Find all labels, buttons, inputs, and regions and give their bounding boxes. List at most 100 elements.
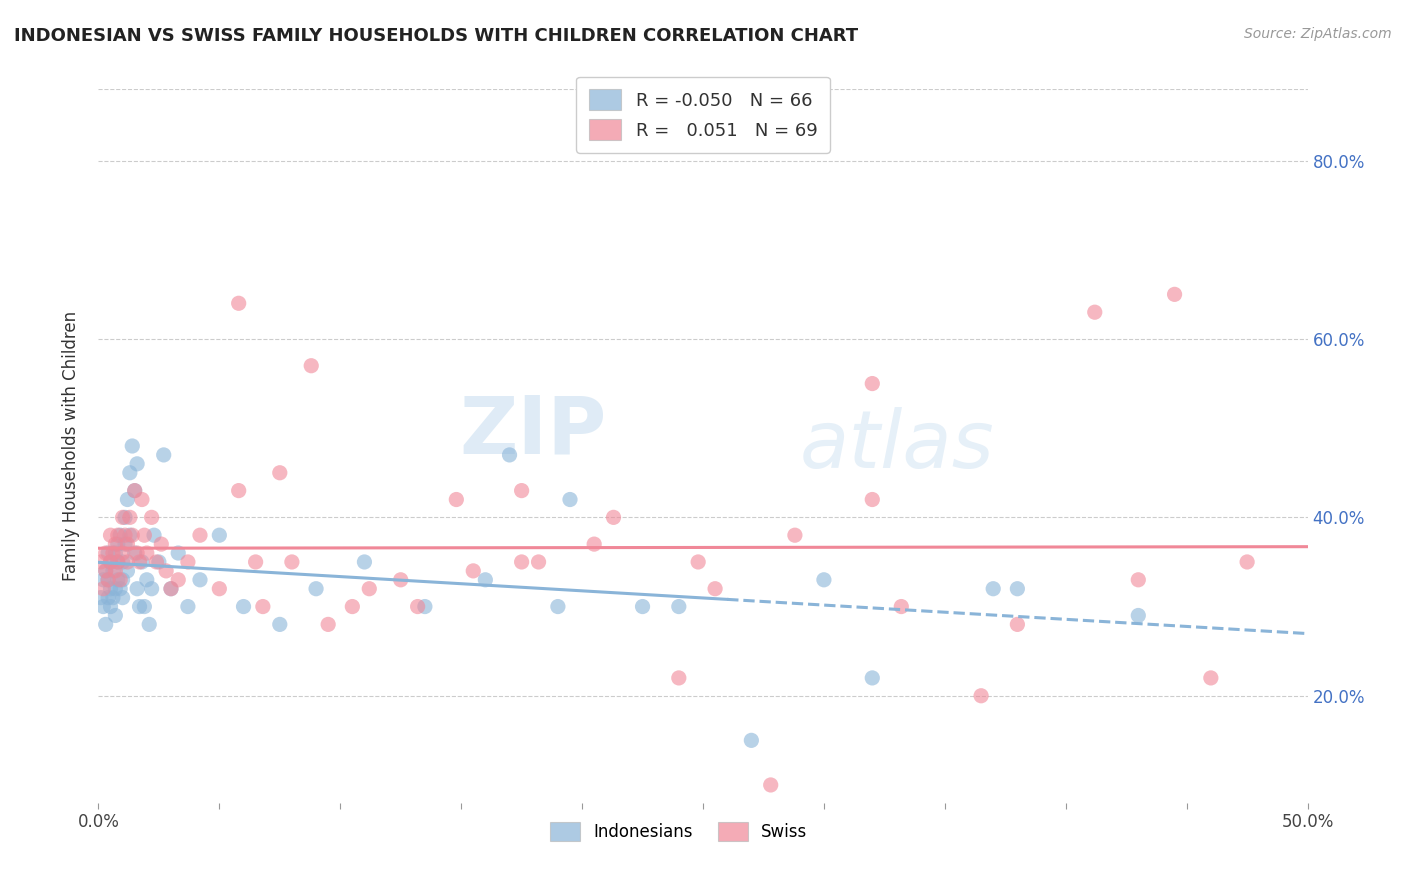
Point bbox=[177, 599, 200, 614]
Point bbox=[359, 582, 381, 596]
Point bbox=[160, 582, 183, 596]
Point bbox=[111, 546, 134, 560]
Point bbox=[1163, 287, 1185, 301]
Point bbox=[148, 555, 170, 569]
Point bbox=[155, 564, 177, 578]
Point bbox=[108, 582, 131, 596]
Point bbox=[583, 537, 606, 551]
Point bbox=[145, 555, 167, 569]
Point bbox=[547, 599, 569, 614]
Point bbox=[1128, 573, 1150, 587]
Point bbox=[100, 582, 122, 596]
Point bbox=[94, 546, 117, 560]
Point bbox=[299, 359, 322, 373]
Point bbox=[245, 555, 267, 569]
Point bbox=[177, 555, 200, 569]
Point bbox=[101, 546, 124, 560]
Point bbox=[134, 599, 156, 614]
Point bbox=[167, 546, 190, 560]
Point bbox=[498, 448, 520, 462]
Point bbox=[208, 582, 231, 596]
Point bbox=[104, 608, 127, 623]
Point bbox=[167, 573, 190, 587]
Point bbox=[114, 528, 136, 542]
Point bbox=[94, 617, 117, 632]
Point bbox=[510, 555, 533, 569]
Point bbox=[127, 582, 149, 596]
Point bbox=[114, 537, 136, 551]
Point bbox=[342, 599, 364, 614]
Point bbox=[232, 599, 254, 614]
Point bbox=[101, 564, 124, 578]
Point bbox=[117, 564, 139, 578]
Point bbox=[97, 546, 120, 560]
Point bbox=[100, 555, 122, 569]
Point bbox=[118, 510, 141, 524]
Point bbox=[108, 573, 131, 587]
Point bbox=[860, 376, 883, 391]
Point bbox=[97, 573, 120, 587]
Point bbox=[118, 528, 141, 542]
Point bbox=[1199, 671, 1222, 685]
Point bbox=[94, 564, 117, 578]
Point bbox=[463, 564, 485, 578]
Point bbox=[111, 555, 134, 569]
Point bbox=[100, 555, 122, 569]
Point bbox=[107, 537, 129, 551]
Point bbox=[602, 510, 624, 524]
Point bbox=[91, 599, 114, 614]
Point bbox=[131, 555, 153, 569]
Point bbox=[269, 617, 291, 632]
Point bbox=[353, 555, 375, 569]
Point bbox=[860, 671, 883, 685]
Point bbox=[281, 555, 304, 569]
Point bbox=[208, 528, 231, 542]
Point bbox=[90, 555, 112, 569]
Point bbox=[1084, 305, 1107, 319]
Point bbox=[150, 537, 173, 551]
Point bbox=[91, 582, 114, 596]
Point bbox=[1236, 555, 1258, 569]
Point bbox=[143, 528, 166, 542]
Point bbox=[104, 546, 127, 560]
Text: Source: ZipAtlas.com: Source: ZipAtlas.com bbox=[1244, 27, 1392, 41]
Point bbox=[160, 582, 183, 596]
Point bbox=[134, 528, 156, 542]
Point bbox=[100, 599, 122, 614]
Point bbox=[668, 599, 690, 614]
Point bbox=[152, 448, 174, 462]
Point bbox=[141, 510, 163, 524]
Text: INDONESIAN VS SWISS FAMILY HOUSEHOLDS WITH CHILDREN CORRELATION CHART: INDONESIAN VS SWISS FAMILY HOUSEHOLDS WI… bbox=[14, 27, 858, 45]
Point bbox=[860, 492, 883, 507]
Point bbox=[97, 591, 120, 605]
Point bbox=[228, 483, 250, 498]
Text: ZIP: ZIP bbox=[458, 392, 606, 471]
Point bbox=[389, 573, 412, 587]
Point bbox=[316, 617, 339, 632]
Point bbox=[981, 582, 1004, 596]
Point bbox=[890, 599, 912, 614]
Point bbox=[1128, 608, 1150, 623]
Point bbox=[510, 483, 533, 498]
Point bbox=[100, 528, 122, 542]
Y-axis label: Family Households with Children: Family Households with Children bbox=[62, 311, 80, 581]
Point bbox=[107, 528, 129, 542]
Point bbox=[668, 671, 690, 685]
Point bbox=[104, 582, 127, 596]
Point bbox=[107, 555, 129, 569]
Point bbox=[97, 573, 120, 587]
Point bbox=[704, 582, 727, 596]
Point bbox=[117, 492, 139, 507]
Point bbox=[107, 573, 129, 587]
Point bbox=[188, 528, 211, 542]
Point bbox=[188, 573, 211, 587]
Point bbox=[94, 564, 117, 578]
Point bbox=[783, 528, 806, 542]
Point bbox=[131, 492, 153, 507]
Text: atlas: atlas bbox=[800, 407, 994, 485]
Point bbox=[688, 555, 710, 569]
Point bbox=[128, 555, 150, 569]
Point bbox=[90, 591, 112, 605]
Point bbox=[1007, 582, 1029, 596]
Point bbox=[118, 466, 141, 480]
